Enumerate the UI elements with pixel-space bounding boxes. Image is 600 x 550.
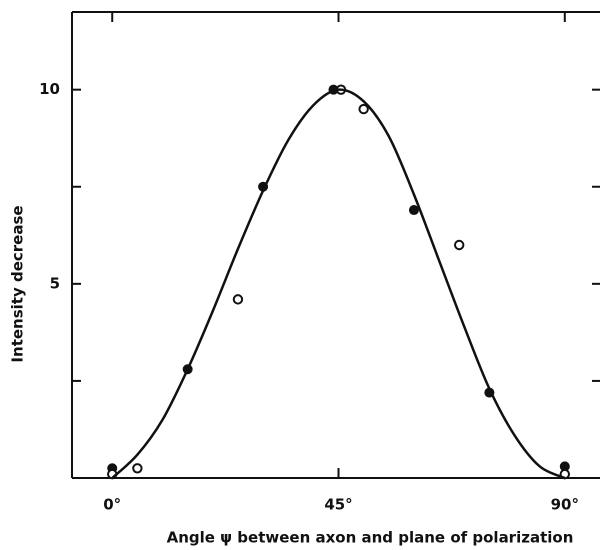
data-point — [132, 463, 143, 474]
x-tick-label: 45° — [324, 496, 352, 514]
data-point — [408, 205, 419, 216]
fit-curve — [111, 88, 566, 480]
x-tick-label: 0° — [103, 496, 121, 514]
y-axis-label: Intensity decrease — [9, 205, 27, 362]
x-axis-label: Angle ψ between axon and plane of polari… — [167, 529, 574, 547]
y-tick-label: 5 — [50, 274, 60, 292]
y-tick-label: 10 — [39, 80, 60, 98]
data-point — [454, 239, 465, 251]
x-tick-label: 90° — [551, 496, 579, 514]
data-point — [232, 294, 244, 305]
data-point — [358, 103, 369, 115]
data-point — [559, 461, 570, 472]
